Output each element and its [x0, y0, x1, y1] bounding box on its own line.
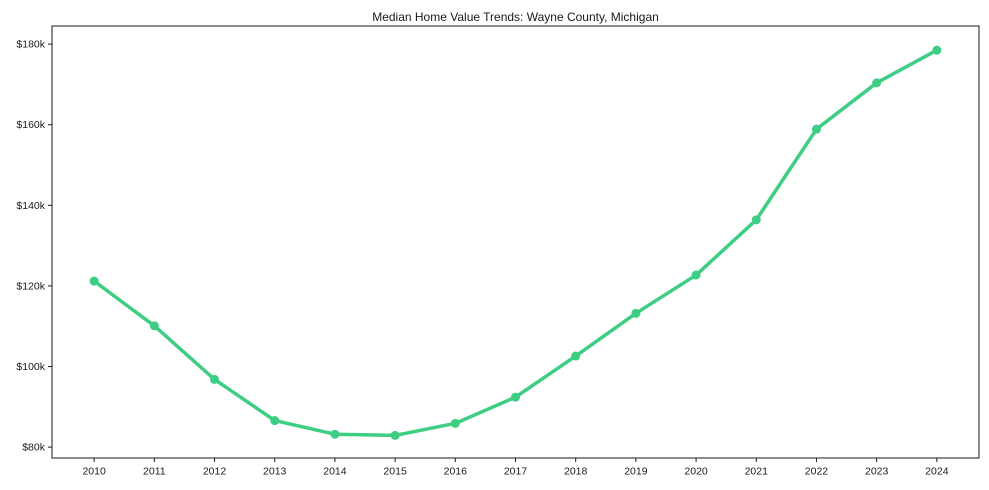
x-tick-label: 2022 [805, 466, 829, 478]
x-tick-label: 2018 [564, 466, 588, 478]
x-tick-label: 2017 [504, 466, 528, 478]
x-tick-label: 2016 [444, 466, 468, 478]
x-tick-label: 2014 [323, 466, 347, 478]
x-tick-label: 2019 [624, 466, 648, 478]
y-tick-label: $120k [16, 280, 45, 292]
data-point [571, 351, 581, 361]
data-point [89, 276, 99, 286]
x-tick-label: 2024 [925, 466, 949, 478]
data-point [511, 392, 520, 402]
data-point [210, 374, 220, 384]
y-tick-label: $180k [16, 39, 45, 51]
y-tick-label: $100k [16, 361, 45, 373]
data-point [330, 429, 340, 439]
data-point [149, 321, 159, 331]
chart-title: Median Home Value Trends: Wayne County, … [372, 10, 659, 24]
y-tick-label: $80k [22, 442, 46, 454]
x-tick-label: 2011 [143, 466, 166, 478]
x-tick-label: 2020 [684, 466, 708, 478]
x-tick-label: 2021 [745, 466, 769, 478]
data-point [450, 418, 460, 428]
x-tick-label: 2023 [865, 466, 889, 478]
data-point [932, 45, 942, 55]
plot-area: 2010 2011 2012 2013 2014 2015 2016 2017 2018 2019… [16, 25, 980, 478]
y-tick-label: $160k [16, 119, 45, 131]
data-point [872, 78, 882, 88]
x-tick-label: 2013 [263, 466, 287, 478]
data-point [691, 270, 701, 280]
x-tick-label: 2015 [383, 466, 407, 478]
data-point [270, 416, 280, 426]
data-point [751, 215, 761, 225]
data-point [390, 430, 400, 440]
x-tick-label: 2010 [82, 466, 106, 478]
x-tick-label: 2012 [203, 466, 227, 478]
y-tick-label: $140k [16, 200, 45, 212]
data-point [631, 308, 641, 318]
trend-line [92, 48, 939, 438]
data-point [811, 124, 821, 134]
